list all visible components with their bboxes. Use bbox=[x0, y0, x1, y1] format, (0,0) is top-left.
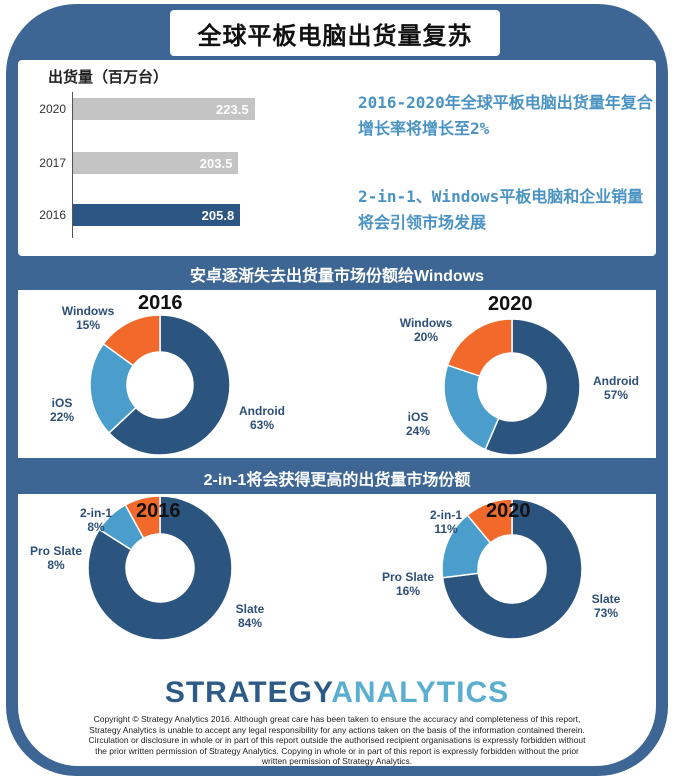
donut-slice-label: Windows 20% bbox=[400, 316, 453, 344]
donut-slice-label: Slate 84% bbox=[236, 602, 265, 630]
bar-2017: 203.5 bbox=[73, 152, 239, 174]
bar-2016: 205.8 bbox=[73, 204, 241, 226]
donut-slice-label: Android 63% bbox=[239, 404, 285, 432]
slice-name: Android bbox=[239, 404, 285, 418]
donut-slice-label: iOS 24% bbox=[406, 410, 430, 438]
bar-chart-ylabel: 出货量（百万台） bbox=[48, 69, 169, 86]
donut-year-title: 2016 bbox=[136, 500, 181, 522]
slice-name: Slate bbox=[591, 592, 621, 606]
section-title-os: 安卓逐渐失去出货量市场份额给Windows bbox=[189, 268, 485, 285]
donut-slice-android bbox=[484, 318, 581, 456]
copyright-text: Copyright © Strategy Analytics 2016. Alt… bbox=[88, 714, 586, 767]
logo-part-strategy: STRATEGY bbox=[164, 676, 332, 709]
slice-name: 2-in-1 bbox=[429, 508, 463, 522]
page-title: 全球平板电脑出货量复苏 bbox=[197, 22, 473, 50]
bar-value-label: 205.8 bbox=[201, 207, 235, 223]
donut-year-title: 2020 bbox=[488, 293, 533, 315]
bar-category-label: 2016 bbox=[39, 208, 66, 222]
bar-value-label: 223.5 bbox=[216, 101, 249, 117]
slice-percent: 20% bbox=[413, 330, 439, 344]
slice-percent: 11% bbox=[434, 522, 458, 536]
slice-name: Pro Slate bbox=[381, 570, 435, 584]
donut-slice-label: 2-in-1 8% bbox=[80, 506, 112, 534]
slice-percent: 8% bbox=[87, 520, 105, 534]
donut-slice-label: 2-in-1 11% bbox=[430, 508, 462, 536]
drivers-note: 2-in-1、Windows平板电脑和企业销量将会引领市场发展 bbox=[358, 187, 644, 232]
slice-percent: 22% bbox=[49, 410, 75, 424]
donut-chart-3 bbox=[87, 495, 233, 641]
slice-percent: 15% bbox=[75, 318, 101, 332]
slice-percent: 24% bbox=[405, 424, 431, 438]
donut-slice-2-in-1 bbox=[124, 495, 161, 540]
donut-slice-label: Slate 73% bbox=[592, 592, 621, 620]
section-title-form-factor: 2-in-1将会获得更高的出货量市场份额 bbox=[203, 472, 471, 489]
bar-chart-axis bbox=[72, 92, 73, 238]
donut-year-title: 2016 bbox=[138, 292, 183, 314]
slice-percent: 63% bbox=[249, 418, 275, 432]
donut-year-title: 2020 bbox=[486, 500, 531, 522]
bar-category-label: 2017 bbox=[39, 156, 66, 170]
donut-slice-android bbox=[107, 314, 231, 456]
slice-name: Android bbox=[593, 374, 639, 388]
slice-name: iOS bbox=[51, 396, 73, 410]
slice-name: 2-in-1 bbox=[79, 506, 113, 520]
donut-slice-ios bbox=[443, 364, 500, 451]
bar-value-label: 203.5 bbox=[199, 155, 233, 171]
slice-name: Windows bbox=[61, 304, 115, 318]
donut-slice-label: Pro Slate 8% bbox=[30, 544, 82, 572]
slice-name: Pro Slate bbox=[29, 544, 83, 558]
footer-panel bbox=[18, 658, 656, 766]
slice-percent: 57% bbox=[603, 388, 629, 402]
slice-name: iOS bbox=[407, 410, 429, 424]
cagr-note: 2016-2020年全球平板电脑出货量年复合增长率将增长至2% bbox=[358, 93, 653, 138]
donut-slice-label: Pro Slate 16% bbox=[382, 570, 434, 598]
slice-name: Windows bbox=[399, 316, 453, 330]
strategy-analytics-logo: STRATEGYANALYTICS bbox=[0, 676, 674, 710]
bar-category-label: 2020 bbox=[39, 102, 66, 116]
donut-chart-4 bbox=[441, 498, 583, 640]
logo-part-analytics: ANALYTICS bbox=[331, 676, 510, 709]
donut-slice-windows bbox=[102, 314, 161, 367]
slice-percent: 16% bbox=[395, 584, 421, 598]
slice-percent: 84% bbox=[237, 616, 263, 630]
bar-2020: 223.5 bbox=[73, 98, 255, 120]
donut-slice-windows bbox=[446, 318, 513, 378]
donut-slice-label: iOS 22% bbox=[50, 396, 74, 424]
slice-name: Slate bbox=[235, 602, 265, 616]
donut-slice-slate bbox=[87, 495, 233, 641]
slice-percent: 73% bbox=[593, 606, 619, 620]
donut-chart-2 bbox=[443, 318, 581, 456]
slice-percent: 8% bbox=[47, 558, 65, 572]
donut-slice-slate bbox=[441, 498, 583, 640]
donut-chart-1 bbox=[89, 314, 231, 456]
donut-slice-2-in-1 bbox=[466, 498, 513, 544]
title-box: 全球平板电脑出货量复苏 bbox=[170, 10, 500, 56]
donut-slice-label: Android 57% bbox=[593, 374, 639, 402]
donut-slice-label: Windows 15% bbox=[62, 304, 115, 332]
